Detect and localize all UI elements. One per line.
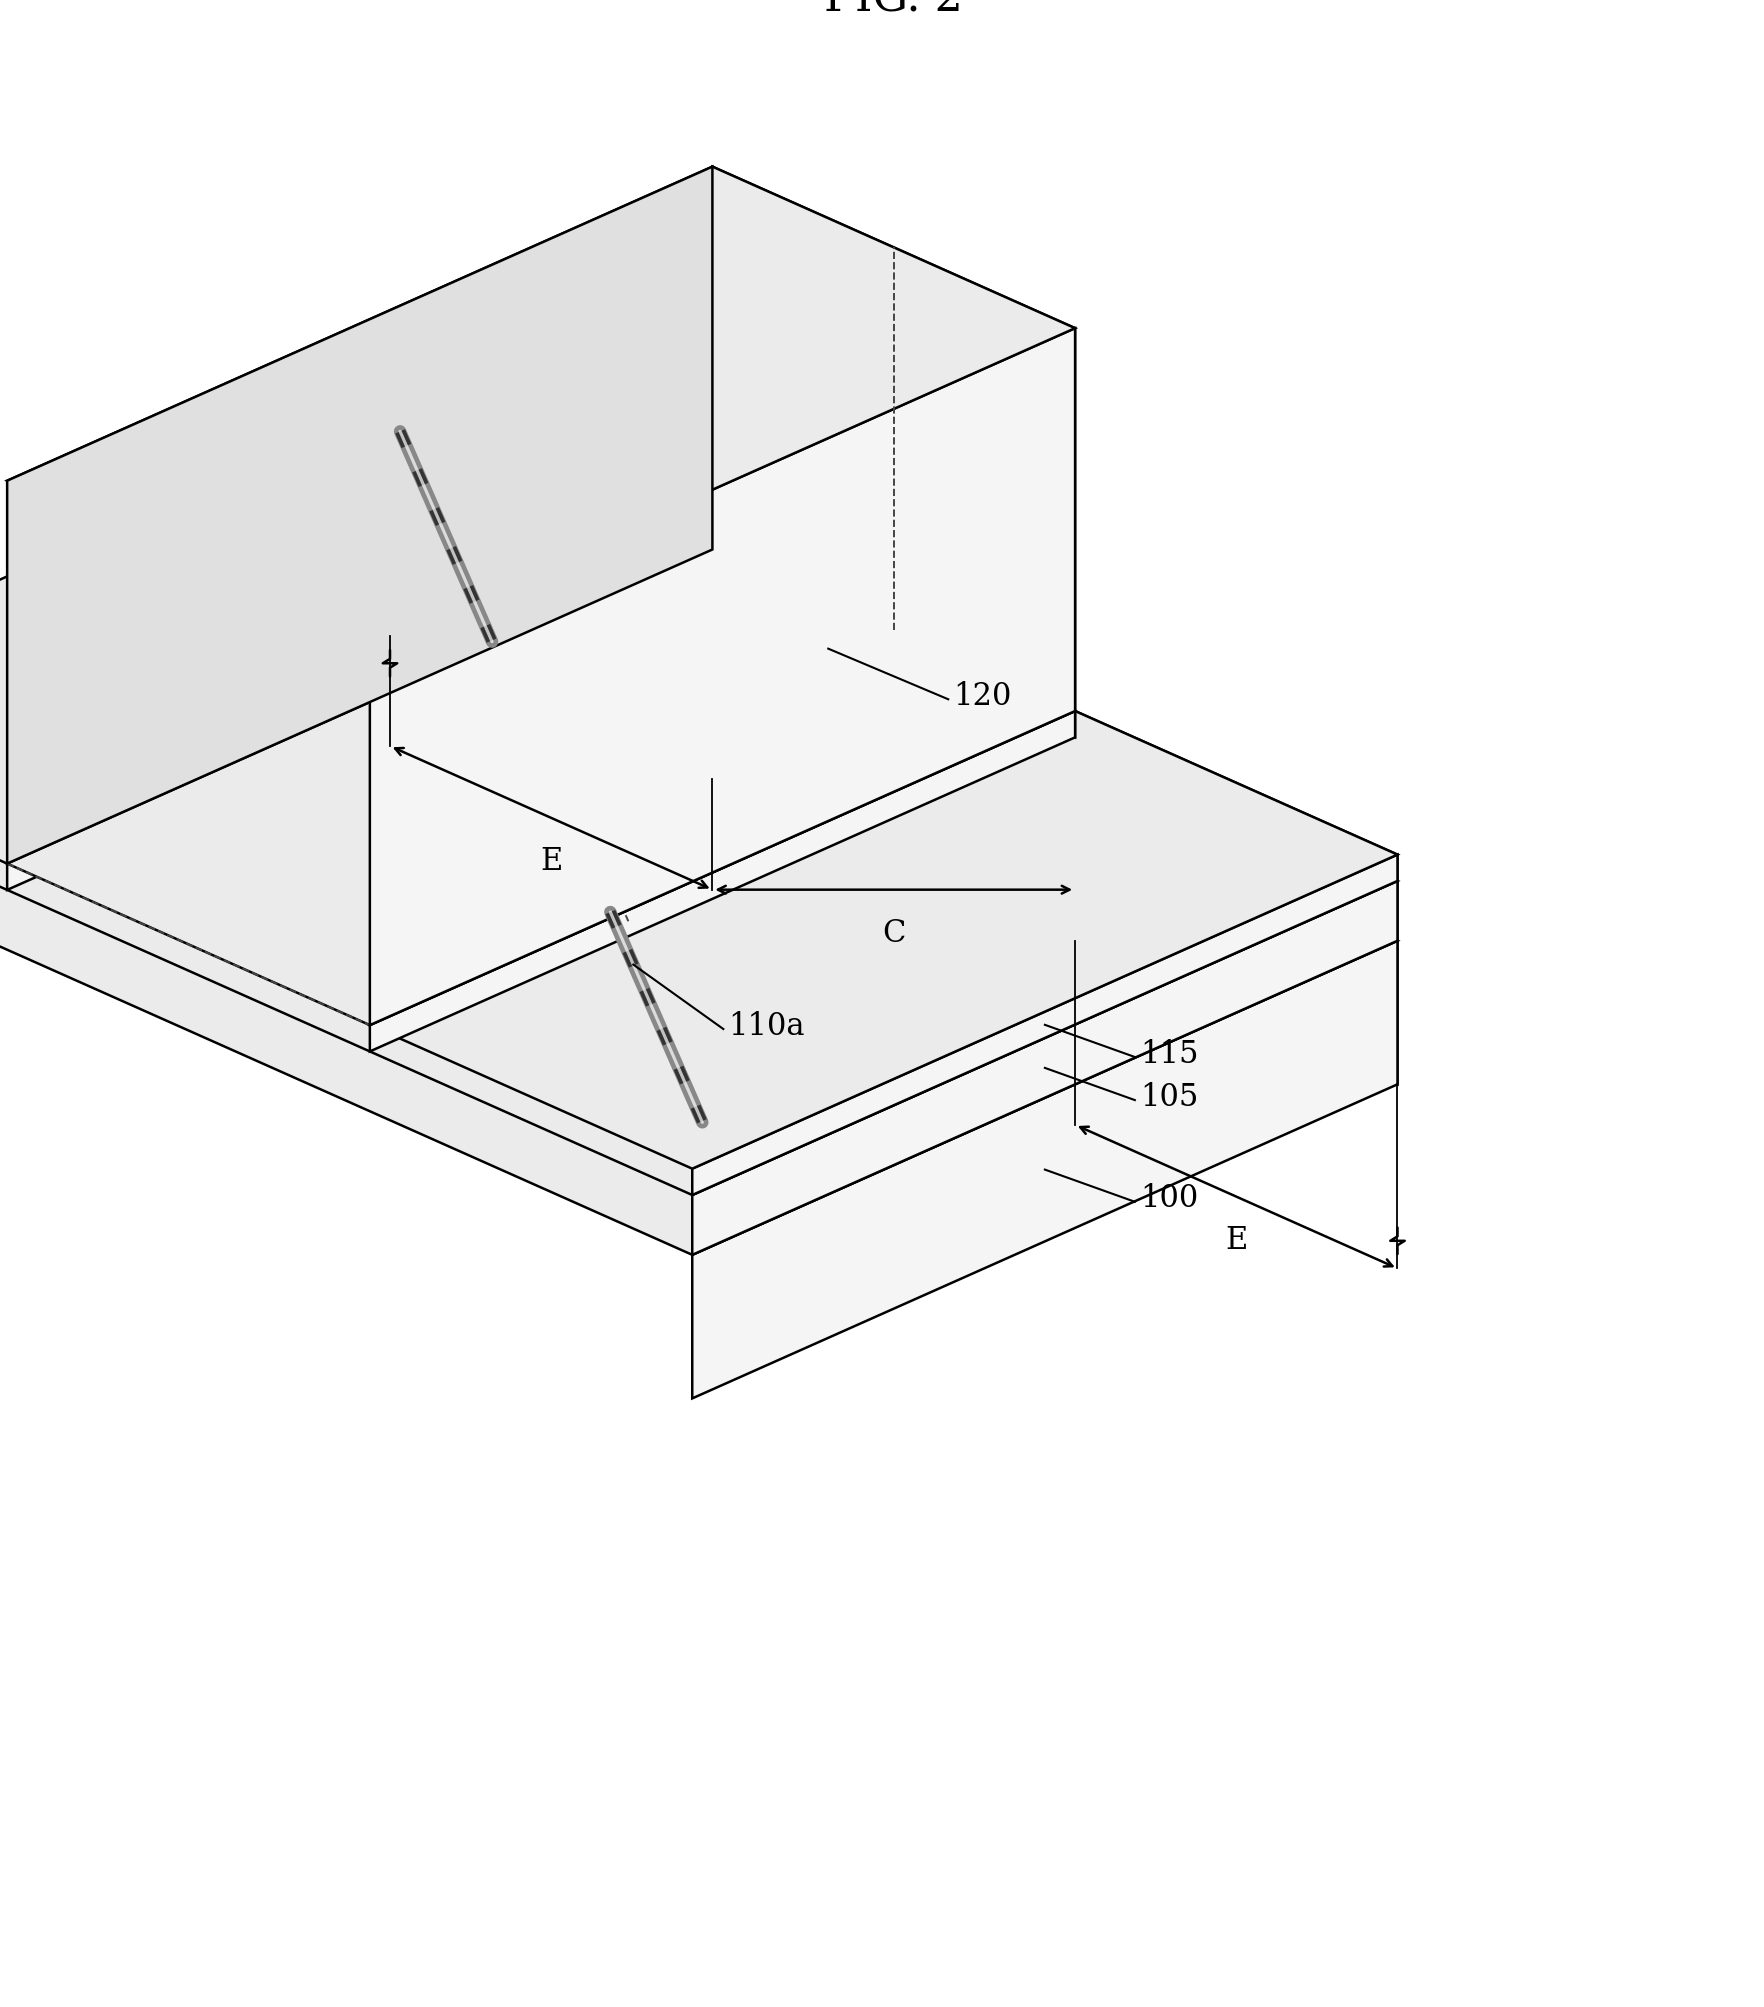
Polygon shape (7, 550, 1074, 1026)
Text: FIG. 2: FIG. 2 (824, 0, 963, 20)
Polygon shape (0, 434, 1397, 1196)
Text: E: E (540, 847, 563, 877)
Polygon shape (691, 855, 1397, 1196)
Polygon shape (370, 712, 1074, 1052)
Polygon shape (713, 550, 1074, 739)
Polygon shape (691, 881, 1397, 1254)
Polygon shape (0, 494, 1397, 1254)
Text: 110a: 110a (729, 1010, 804, 1042)
Polygon shape (691, 941, 1397, 1399)
Text: E: E (1224, 1224, 1247, 1256)
Polygon shape (7, 550, 713, 891)
Polygon shape (7, 167, 1074, 642)
Polygon shape (1074, 712, 1397, 881)
Text: 120: 120 (953, 680, 1011, 712)
Polygon shape (713, 167, 1074, 712)
Polygon shape (370, 329, 1074, 1026)
Text: C: C (882, 917, 905, 949)
Text: 100: 100 (1140, 1182, 1198, 1214)
Polygon shape (390, 494, 1397, 1086)
Text: 115: 115 (1140, 1038, 1198, 1070)
Text: 105: 105 (1140, 1082, 1198, 1112)
Polygon shape (0, 407, 713, 865)
Polygon shape (390, 407, 713, 576)
Polygon shape (390, 434, 1397, 941)
Polygon shape (370, 712, 1397, 1170)
Polygon shape (7, 167, 713, 865)
